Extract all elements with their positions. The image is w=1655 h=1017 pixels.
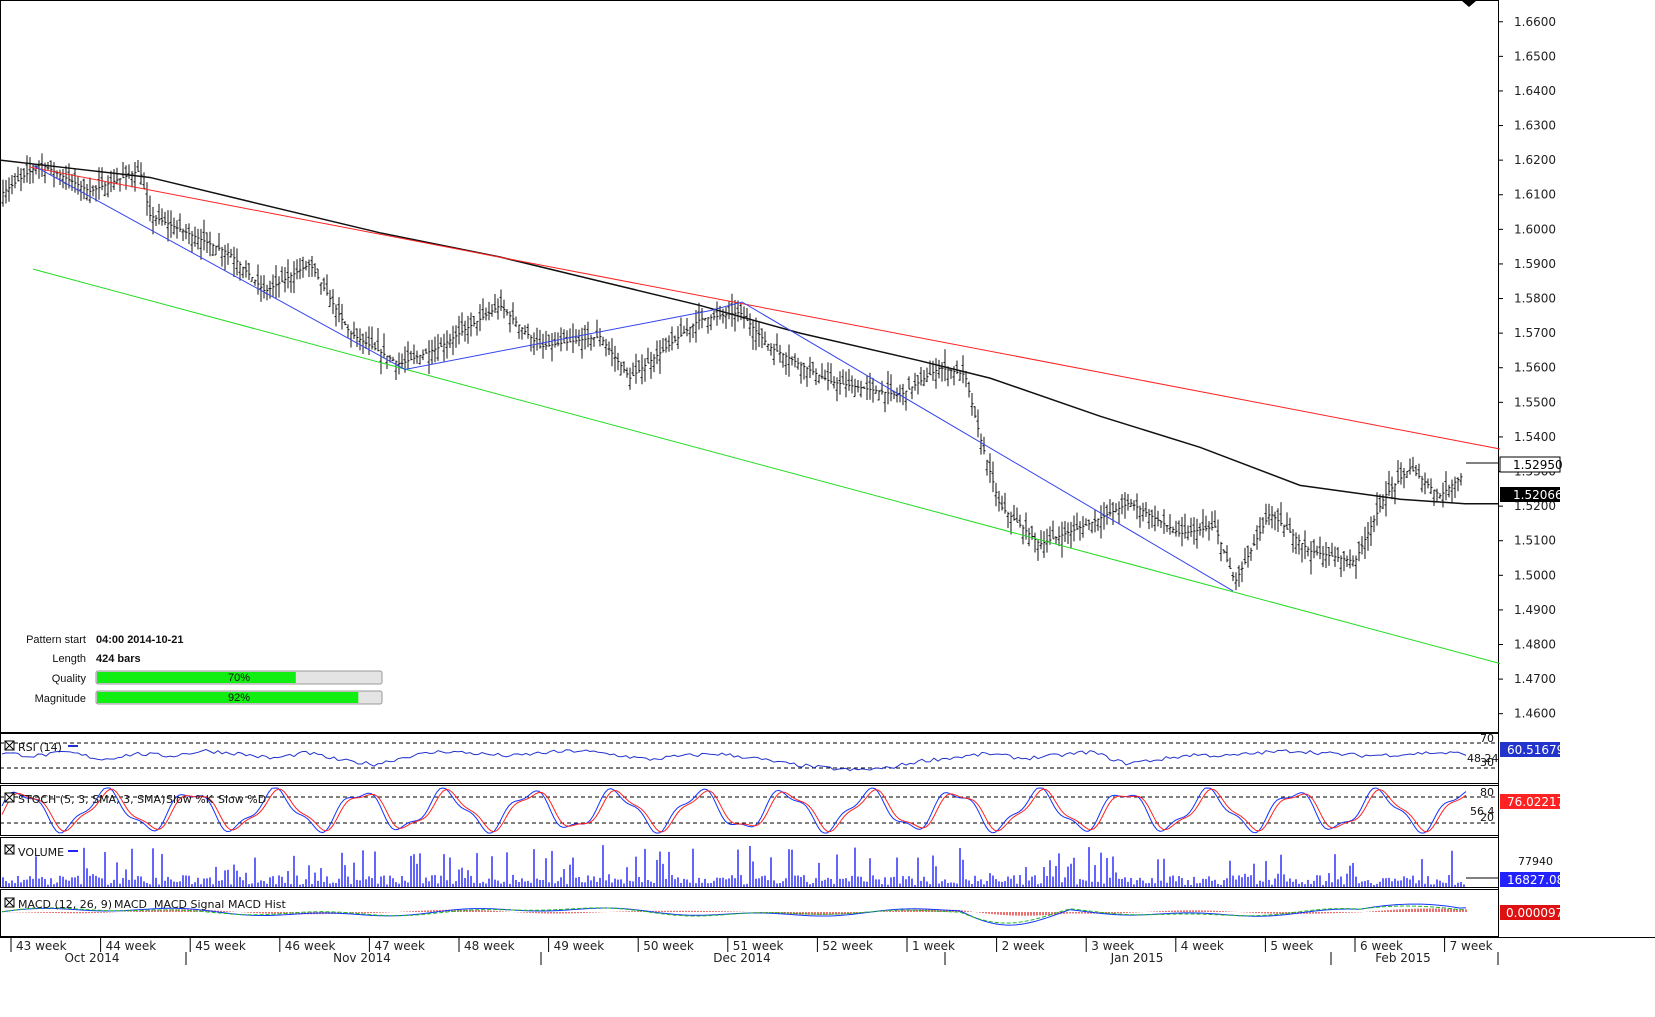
price-tick-label: 1.6000 — [1514, 222, 1556, 236]
week-label: 46 week — [285, 939, 336, 953]
week-label: 49 week — [554, 939, 605, 953]
week-label: 44 week — [106, 939, 157, 953]
rsi-level-70-label: 70 — [1480, 732, 1494, 745]
week-label: 45 week — [195, 939, 246, 953]
rsi-readout-b: 48.24 — [1467, 752, 1499, 765]
support-line — [32, 268, 1501, 665]
stoch-legend-d: Slow %D — [218, 793, 266, 806]
week-label: 1 week — [912, 939, 955, 953]
volume-readout-a: 16827.08 — [1507, 873, 1564, 887]
length-label: Length — [52, 653, 86, 665]
price-tick-label: 1.5900 — [1514, 257, 1556, 271]
macd-signal-line — [1, 905, 1467, 924]
pattern-start-value: 04:00 2014-10-21 — [96, 634, 183, 646]
week-label: 7 week — [1450, 939, 1493, 953]
current-price-value: 1.52950 — [1513, 458, 1563, 472]
resistance-line — [29, 166, 1501, 450]
price-tick-label: 1.6100 — [1514, 188, 1556, 202]
month-label: Jan 2015 — [1110, 951, 1164, 965]
ma-price-value: 1.52066 — [1513, 488, 1563, 502]
stoch-readout-b: 56.4 — [1470, 805, 1495, 818]
price-tick-label: 1.4800 — [1514, 638, 1556, 652]
stoch-level-80-label: 80 — [1480, 786, 1494, 799]
quality-bar-fill — [97, 672, 296, 683]
price-tick-label: 1.5000 — [1514, 568, 1556, 582]
magnitude-label: Magnitude — [35, 693, 86, 705]
week-label: 48 week — [464, 939, 515, 953]
price-panel[interactable] — [0, 0, 1499, 733]
stoch-readout-tag — [1500, 794, 1560, 809]
pattern-info: Pattern start 04:00 2014-10-21 Length 42… — [26, 634, 383, 705]
macd-readout-a: 0.0000975 — [1506, 906, 1571, 920]
price-axis: 1.6600 1.6500 1.6400 1.6300 1.6200 1.6100 1.60… — [1498, 15, 1556, 721]
rsi-line — [1, 749, 1467, 772]
week-label: 43 week — [16, 939, 67, 953]
stoch-d-line — [1, 788, 1467, 833]
price-tick-label: 1.4900 — [1514, 603, 1556, 617]
stoch-title: STOCH (5, 3, SMA, 3, SMA) — [18, 793, 165, 806]
price-tick-label: 1.6400 — [1514, 84, 1556, 98]
ma-price-tag — [1500, 487, 1560, 502]
macd-title: MACD (12, 26, 9) — [18, 898, 112, 911]
week-label: 52 week — [822, 939, 873, 953]
price-tick-label: 1.5700 — [1514, 326, 1556, 340]
month-label: Feb 2015 — [1375, 951, 1431, 965]
price-tick-label: 1.5500 — [1514, 395, 1556, 409]
price-tick-label: 1.6600 — [1514, 15, 1556, 29]
volume-tick: 77940 — [1518, 855, 1553, 868]
pattern-start-label: Pattern start — [26, 634, 86, 646]
volume-bars — [2, 845, 1465, 887]
price-tick-label: 1.5600 — [1514, 361, 1556, 375]
rsi-level-30-label: 30 — [1480, 756, 1494, 769]
macd-legend-signal: MACD Signal — [154, 898, 224, 911]
zigzag-line — [32, 164, 1234, 592]
week-label: 51 week — [733, 939, 784, 953]
stoch-k-line — [1, 787, 1467, 834]
week-label: 6 week — [1360, 939, 1403, 953]
price-candles — [1, 153, 1463, 591]
price-tick-label: 1.6500 — [1514, 49, 1556, 63]
quality-label: Quality — [52, 673, 87, 685]
month-label: Oct 2014 — [64, 951, 119, 965]
rsi-panel[interactable] — [0, 733, 1499, 784]
month-label: Dec 2014 — [713, 951, 771, 965]
magnitude-value: 92% — [228, 692, 250, 704]
current-price-tag — [1499, 456, 1561, 473]
rsi-readout-a: 60.51679 — [1507, 743, 1564, 757]
stoch-panel[interactable] — [0, 785, 1499, 836]
price-tick-label: 1.5100 — [1514, 534, 1556, 548]
price-tick-label: 1.5400 — [1514, 430, 1556, 444]
rsi-readout-tag — [1500, 742, 1560, 757]
week-label: 4 week — [1181, 939, 1224, 953]
volume-readout-tag — [1500, 872, 1560, 887]
price-tick-label: 1.4600 — [1514, 707, 1556, 721]
collapse-arrow-icon[interactable] — [1462, 1, 1476, 7]
stoch-level-20-label: 20 — [1480, 811, 1494, 824]
stoch-legend-k: Slow %K — [166, 793, 214, 806]
price-tick-label: 1.4700 — [1514, 672, 1556, 686]
week-label: 3 week — [1091, 939, 1134, 953]
price-tick-label: 1.5200 — [1514, 499, 1556, 513]
price-tick-label: 1.5800 — [1514, 292, 1556, 306]
week-label: 47 week — [374, 939, 425, 953]
macd-legend-macd: MACD — [114, 898, 147, 911]
magnitude-bar-fill — [97, 692, 359, 703]
volume-title: VOLUME — [18, 846, 64, 859]
time-axis: 43 week 44 week 45 week 46 week 47 week 48 we… — [10, 937, 1499, 965]
rsi-title: RSI (14) — [18, 741, 62, 754]
price-tick-label: 1.6300 — [1514, 119, 1556, 133]
stoch-readout-a: 76.02217 — [1507, 795, 1564, 809]
month-label: Nov 2014 — [333, 951, 391, 965]
price-tick-label: 1.6200 — [1514, 153, 1556, 167]
macd-legend-hist: MACD Hist — [228, 898, 287, 911]
week-label: 50 week — [643, 939, 694, 953]
moving-average-line — [0, 159, 1498, 505]
week-label: 2 week — [1002, 939, 1045, 953]
quality-value: 70% — [228, 672, 250, 684]
length-value: 424 bars — [96, 653, 141, 665]
week-label: 5 week — [1270, 939, 1313, 953]
macd-readout-tag — [1500, 905, 1560, 920]
